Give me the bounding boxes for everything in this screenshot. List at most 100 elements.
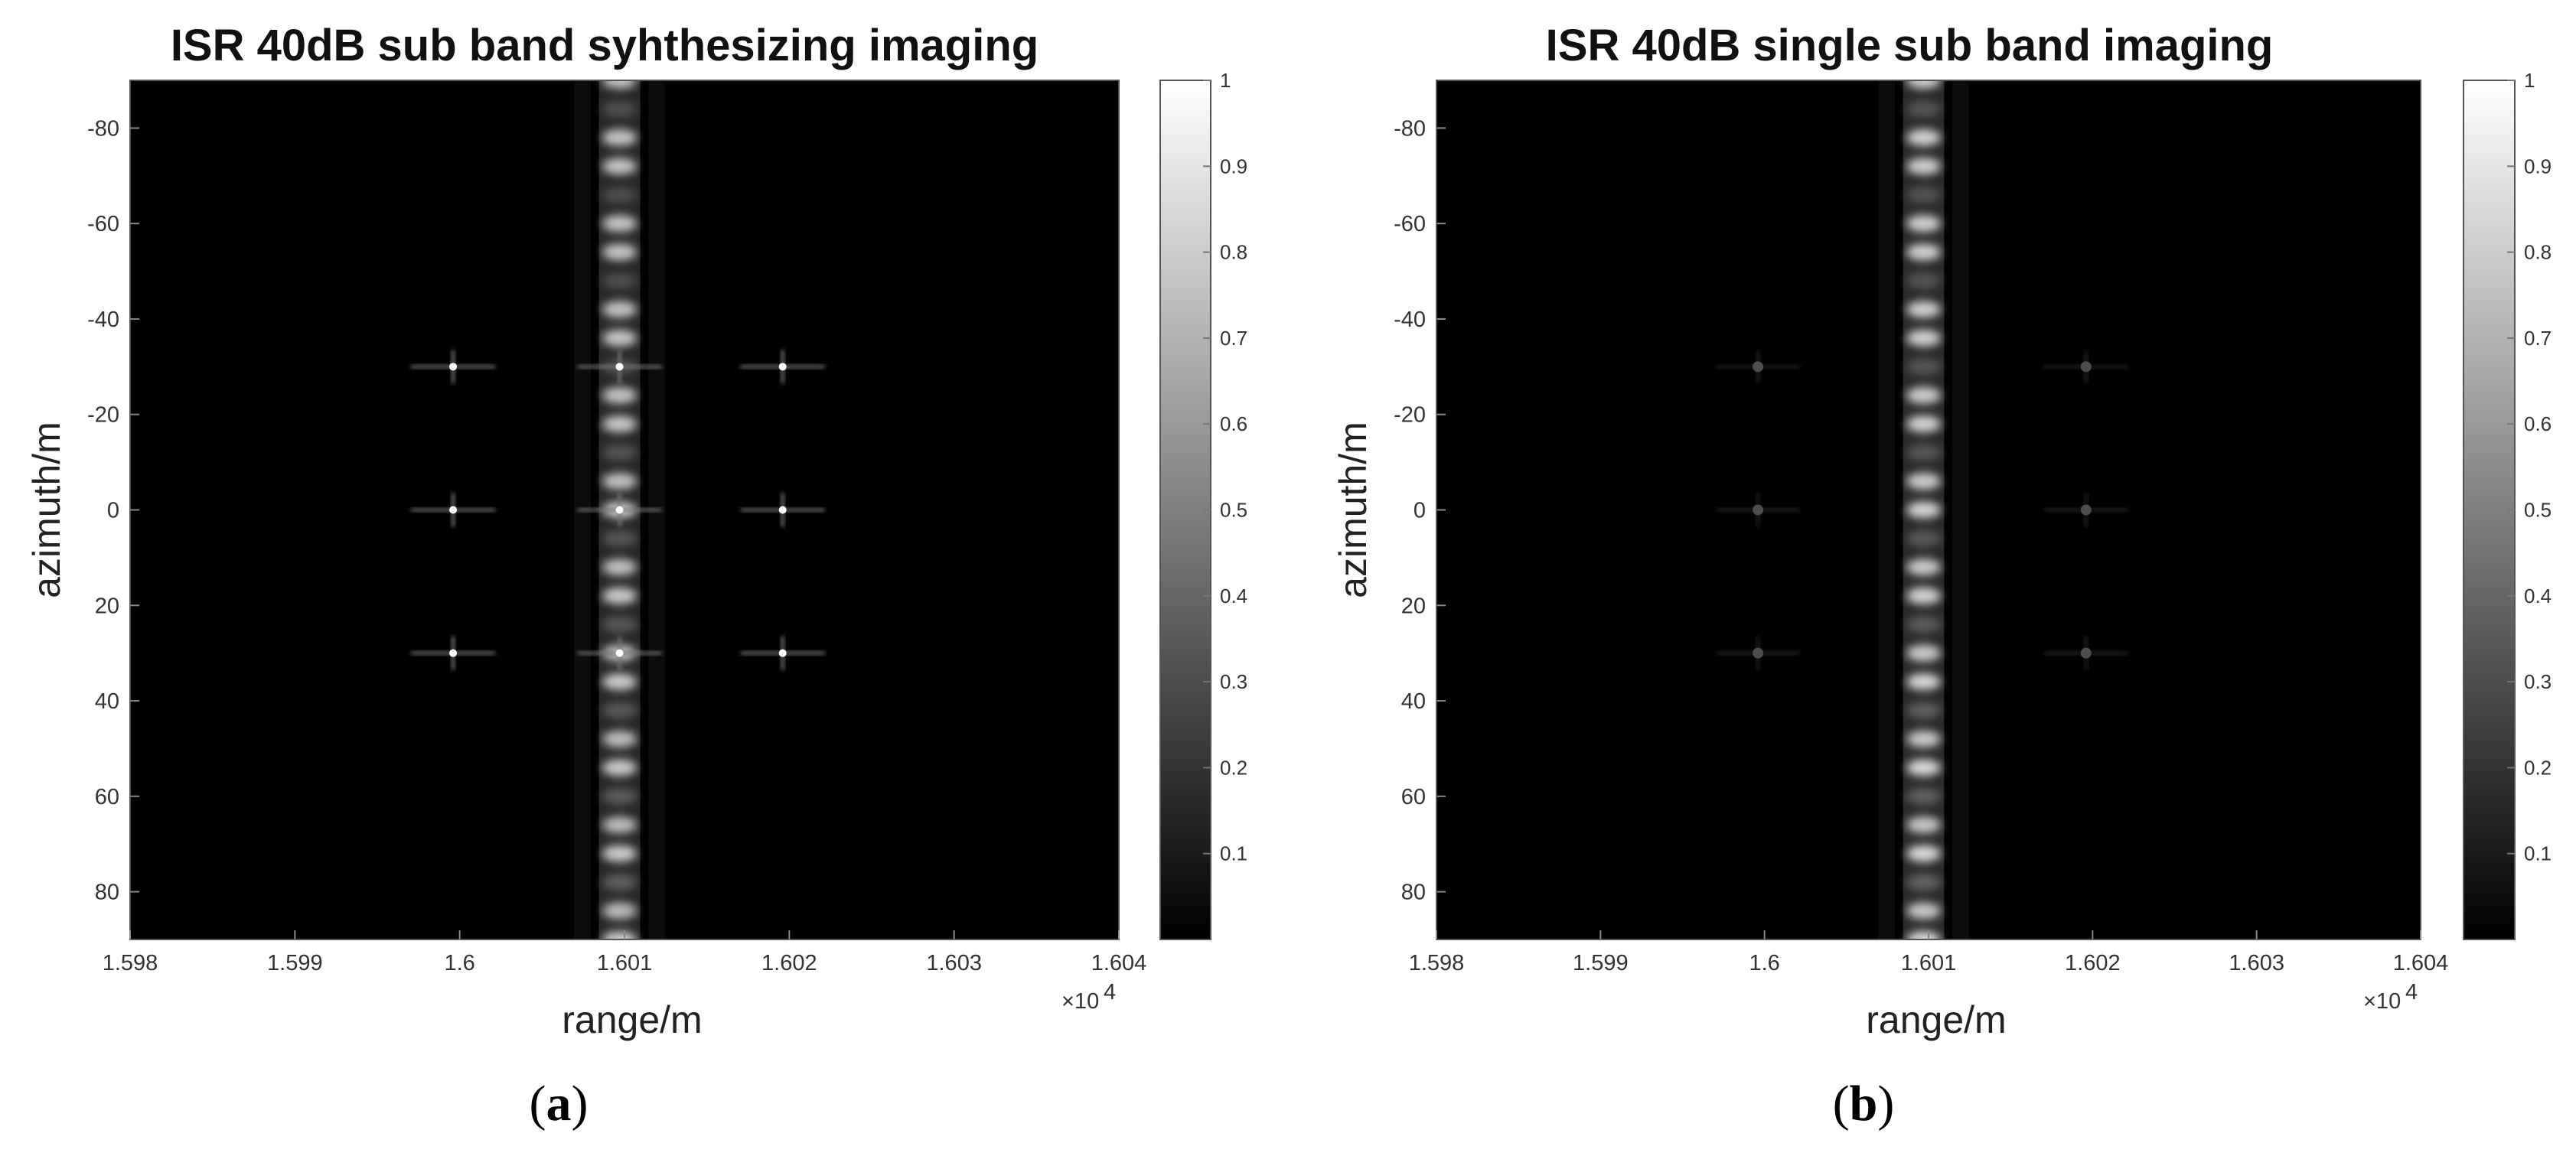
- y-tick-label: -60: [87, 212, 119, 236]
- x-tick-label: 1.604: [2393, 951, 2449, 975]
- colorbar-tick-label: 1: [2524, 69, 2535, 92]
- y-tick-label: -80: [87, 116, 119, 141]
- colorbar-tick-label: 0.4: [1220, 585, 1247, 607]
- colorbar-tick-label: 0.9: [2524, 155, 2552, 177]
- point-target: [778, 649, 787, 657]
- colorbar-tick-label: 0.8: [2524, 241, 2552, 264]
- stripe-blob: [602, 386, 637, 404]
- y-tick-label: 40: [95, 689, 119, 714]
- point-target: [449, 506, 458, 514]
- stripe-blob: [602, 415, 637, 433]
- stripe-blob: [602, 558, 637, 576]
- x-tick-label: 1.6: [1749, 951, 1780, 975]
- stripe-blob: [1906, 931, 1942, 939]
- colorbar-tick-label: 0.3: [1220, 670, 1247, 693]
- heatmap-panel-a: 1.598 1.599 1.6 1.601 1.602 1.603 1.604 -80 -60 -…: [25, 69, 1247, 1041]
- caption-b-letter: b: [1849, 1076, 1878, 1132]
- colorbar-tick-label: 0.4: [2524, 585, 2552, 607]
- stripe-blob: [1906, 100, 1942, 118]
- y-tick-label: -80: [1394, 116, 1426, 141]
- y-axis-label: azimuth/m: [1332, 422, 1374, 598]
- point-target: [449, 363, 458, 371]
- stripe-blob: [1906, 673, 1942, 691]
- stripe-sidelobe: [1878, 80, 1896, 939]
- colorbar-tick-label: 0.6: [2524, 412, 2552, 435]
- stripe-blob: [602, 100, 637, 118]
- stripe-blob: [1906, 386, 1942, 404]
- stripe-blob: [602, 730, 637, 747]
- colorbar-tick-label: 0.1: [1220, 842, 1247, 865]
- stripe-blob: [602, 329, 637, 347]
- point-target: [1753, 361, 1764, 373]
- y-tick-label: 80: [1401, 881, 1426, 905]
- colorbar-tick-label: 0.1: [2524, 842, 2552, 865]
- y-tick-label: -60: [1394, 212, 1426, 236]
- x-tick-label: 1.602: [761, 951, 817, 975]
- x-exponent-power: 4: [1104, 980, 1116, 1005]
- x-tick-label: 1.601: [1901, 951, 1957, 975]
- panel-a-title: ISR 40dB sub band syhthesizing imaging: [170, 21, 1039, 70]
- y-tick-label: 40: [1401, 689, 1426, 714]
- colorbar: [1159, 80, 1211, 940]
- stripe-blob: [1906, 616, 1942, 633]
- colorbar-tick-label: 0.5: [2524, 499, 2552, 522]
- caption-b: (b): [1832, 1076, 1895, 1132]
- x-tick-label: 1.602: [2065, 951, 2121, 975]
- stripe-blob: [602, 529, 637, 547]
- colorbar-tick-label: 1: [1220, 69, 1231, 92]
- x-axis-label: range/m: [562, 998, 702, 1041]
- y-tick-label: -40: [87, 308, 119, 332]
- y-tick-label: 60: [1401, 785, 1426, 809]
- stripe-blob: [1906, 243, 1942, 261]
- colorbar-tick-label: 0.5: [1220, 499, 1247, 522]
- y-tick-label: -40: [1394, 308, 1426, 332]
- stripe-blob: [602, 80, 637, 89]
- point-target: [2080, 504, 2092, 516]
- y-tick-label: -20: [87, 403, 119, 428]
- x-tick-label: 1.599: [1573, 951, 1629, 975]
- stripe-blob: [1906, 529, 1942, 547]
- stripe-group: [411, 80, 825, 939]
- stripe-blob: [1906, 587, 1942, 604]
- stripe-blob: [1906, 158, 1942, 175]
- stripe-blob: [602, 673, 637, 691]
- stripe-blob: [1906, 902, 1942, 920]
- stripe-blob: [1906, 702, 1942, 719]
- stripe-blob: [602, 243, 637, 261]
- stripe-blob: [602, 129, 637, 146]
- colorbar-tick-label: 0.8: [1220, 241, 1247, 264]
- colorbar-tick-label: 0.6: [1220, 412, 1247, 435]
- stripe-blob: [602, 587, 637, 604]
- colorbar-tick-label: 0.3: [2524, 670, 2552, 693]
- y-tick-label: 0: [1414, 499, 1426, 523]
- stripe-blob: [1906, 730, 1942, 747]
- stripe-blob: [602, 787, 637, 805]
- stripe-blob: [602, 702, 637, 719]
- stripe-blob: [602, 902, 637, 920]
- x-exponent-label: ×10: [1061, 989, 1099, 1014]
- x-axis-label: range/m: [1866, 998, 2006, 1041]
- x-tick-label: 1.598: [103, 951, 158, 975]
- stripe-blob: [602, 158, 637, 175]
- stripe-blob: [1906, 759, 1942, 777]
- stripe-blob: [1906, 215, 1942, 233]
- point-target: [1753, 504, 1764, 516]
- y-tick-label: 20: [1401, 594, 1426, 618]
- stripe-group: [1716, 80, 2128, 939]
- stripe-blob: [602, 845, 637, 862]
- panel-b-title: ISR 40dB single sub band imaging: [1545, 21, 2274, 70]
- point-target: [615, 649, 624, 657]
- stripe-blob: [1906, 473, 1942, 490]
- stripe-blob: [1906, 415, 1942, 433]
- stripe-blob: [602, 931, 637, 939]
- stripe-blob: [602, 616, 637, 633]
- stripe-blob: [1906, 301, 1942, 318]
- stripe-blob: [602, 444, 637, 461]
- colorbar-tick-label: 0.7: [1220, 327, 1247, 350]
- stripe-blob: [602, 816, 637, 834]
- stripe-blob: [1906, 501, 1942, 519]
- stripe-blob: [602, 473, 637, 490]
- stripe-blob: [1906, 358, 1942, 376]
- stripe-blob: [1906, 444, 1942, 461]
